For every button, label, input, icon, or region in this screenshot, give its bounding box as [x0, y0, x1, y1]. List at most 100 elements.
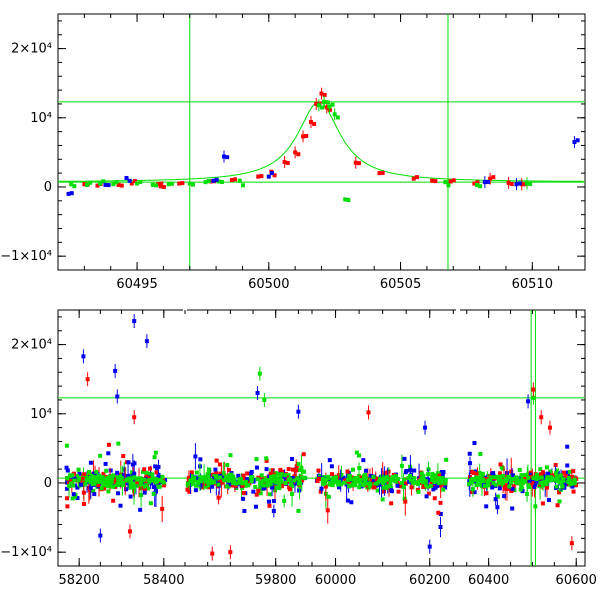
data-point [498, 462, 503, 467]
data-point [85, 377, 90, 382]
data-point [127, 178, 132, 183]
data-point [159, 181, 164, 186]
data-point [548, 478, 553, 483]
data-point [474, 472, 479, 477]
data-point [272, 173, 277, 178]
data-point [98, 181, 103, 186]
data-point [202, 475, 207, 480]
data-point [539, 415, 544, 420]
data-point [278, 467, 283, 472]
data-point [87, 488, 92, 493]
data-point [497, 486, 502, 491]
data-point [519, 484, 524, 489]
data-point [555, 479, 560, 484]
data-point [572, 140, 577, 144]
data-point [412, 468, 417, 473]
data-point [478, 452, 483, 457]
data-point [149, 481, 154, 486]
data-point [64, 443, 69, 448]
data-point [132, 471, 137, 476]
data-point [312, 121, 317, 126]
x-tick-label: 60200 [409, 573, 450, 588]
data-point [111, 473, 116, 478]
data-point [101, 480, 106, 485]
top-panel-lightcurve-zoom: 60495 60500 60505 60510 2×10⁴ 10⁴ 0 −1×10⁴ [0, 13, 586, 292]
data-point [144, 473, 149, 478]
data-point [531, 476, 536, 481]
data-point [256, 488, 261, 493]
data-point [297, 468, 302, 473]
data-point [75, 485, 80, 490]
data-point [193, 454, 198, 459]
data-point [509, 469, 514, 474]
data-point [129, 181, 134, 186]
data-point [525, 491, 530, 496]
data-point [544, 485, 549, 490]
data-point [81, 475, 86, 480]
data-point [495, 505, 500, 510]
data-point [106, 183, 111, 188]
data-point [443, 478, 448, 483]
data-point [332, 112, 337, 117]
data-point [403, 481, 408, 486]
data-point [245, 471, 250, 476]
data-point [107, 484, 112, 489]
data-point [187, 489, 192, 494]
data-point [384, 486, 389, 491]
y-tick-label: 2×10⁴ [11, 338, 52, 353]
data-point [285, 160, 290, 165]
data-point [484, 504, 489, 509]
data-point [97, 479, 102, 484]
data-point [478, 184, 483, 189]
data-point [271, 499, 276, 504]
data-point [319, 91, 324, 96]
data-point [322, 99, 327, 104]
data-point [129, 479, 134, 484]
data-point [151, 491, 156, 496]
data-point [563, 482, 568, 487]
data-point [283, 480, 288, 485]
data-point [374, 476, 379, 481]
data-point [396, 477, 401, 482]
data-point [380, 497, 385, 502]
data-point [162, 483, 167, 488]
data-point [404, 468, 409, 473]
data-point [258, 491, 263, 496]
data-point [565, 444, 570, 449]
data-point [120, 482, 125, 487]
data-point [69, 191, 74, 196]
data-point [402, 456, 407, 461]
data-point [216, 482, 221, 487]
data-point [327, 458, 332, 463]
data-point [93, 478, 98, 483]
data-point [227, 478, 232, 483]
data-point [195, 477, 200, 482]
data-point [295, 476, 300, 481]
data-point [236, 473, 241, 478]
data-point [411, 176, 416, 181]
data-point [136, 483, 141, 488]
data-point [561, 470, 566, 475]
data-point [495, 474, 500, 479]
data-point [245, 477, 250, 482]
data-point [383, 470, 388, 475]
data-point [98, 453, 103, 458]
data-point [208, 179, 213, 184]
data-point [108, 468, 113, 473]
data-point [545, 477, 550, 482]
data-point [505, 486, 510, 491]
data-point [486, 482, 491, 487]
data-point [277, 478, 282, 483]
bottom-panel-lightcurve-full: 58200 58400 59800 60000 60200 60400 60600 2×10⁴… [0, 309, 597, 588]
data-point [493, 497, 498, 502]
data-point [254, 492, 259, 497]
data-point [248, 471, 253, 476]
data-point [206, 179, 211, 184]
data-point [495, 494, 500, 499]
data-point [83, 481, 88, 486]
data-point [363, 479, 368, 484]
data-point [368, 482, 373, 487]
data-point [269, 171, 274, 176]
data-point [501, 473, 506, 478]
data-point [448, 179, 453, 184]
